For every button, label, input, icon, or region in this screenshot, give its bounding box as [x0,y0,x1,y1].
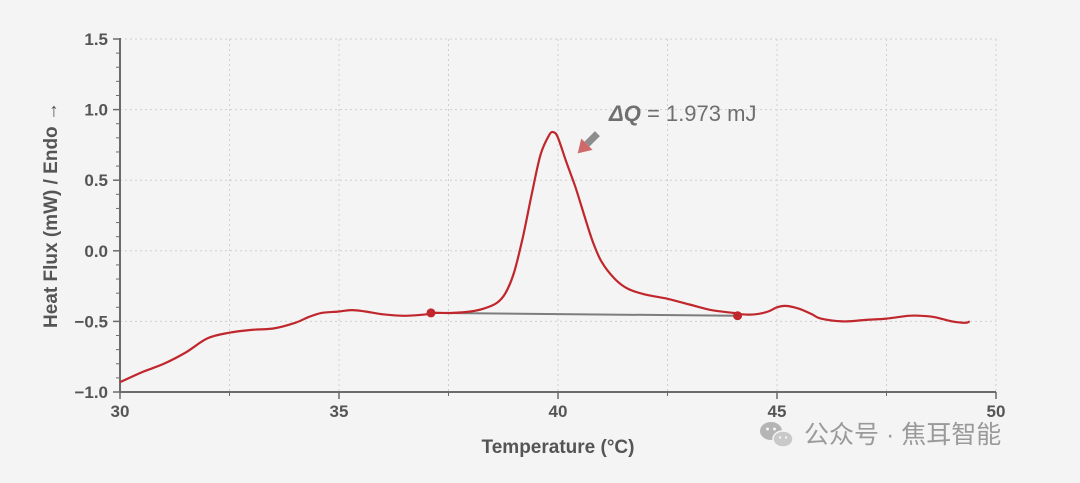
y-tick-label: 0.5 [84,171,108,190]
plot-area [119,130,971,384]
heat-flux-line [119,130,971,384]
x-tick-label: 35 [330,402,349,421]
x-tick-label: 45 [768,402,787,421]
watermark-text: 公众号 · 焦耳智能 [804,421,1001,449]
y-axis-title: Heat Flux (mW) / Endo → [41,102,62,328]
y-tick-label: 1.5 [84,30,108,49]
wechat-icon [760,422,794,448]
axes: 30 35 40 45 50 −1.0 −0.5 0.0 0.5 1.0 1.5 [74,30,1005,421]
x-axis-title: Temperature (°C) [482,437,635,458]
annotation-group: ΔQ = 1.973 mJ [577,101,756,154]
grid [120,38,997,392]
integration-limit-point [426,308,436,318]
y-tick-label: −1.0 [74,383,108,402]
integration-limit-point [733,311,743,321]
y-tick-label: 0.0 [84,242,108,261]
y-tick-label: 1.0 [84,101,108,120]
x-tick-label: 30 [111,402,130,421]
y-tick-label: −0.5 [74,312,108,331]
x-tick-label: 40 [549,402,568,421]
annotation-arrow-shaft [584,131,600,147]
annotation-arrow-head [577,138,593,154]
delta-q-annotation: ΔQ = 1.973 mJ [608,101,756,126]
x-tick-label: 50 [987,402,1006,421]
watermark: 公众号 · 焦耳智能 [760,421,1001,449]
delta-q-symbol: ΔQ [608,101,641,126]
delta-q-value: = 1.973 mJ [641,101,757,126]
integration-baseline [430,311,738,317]
